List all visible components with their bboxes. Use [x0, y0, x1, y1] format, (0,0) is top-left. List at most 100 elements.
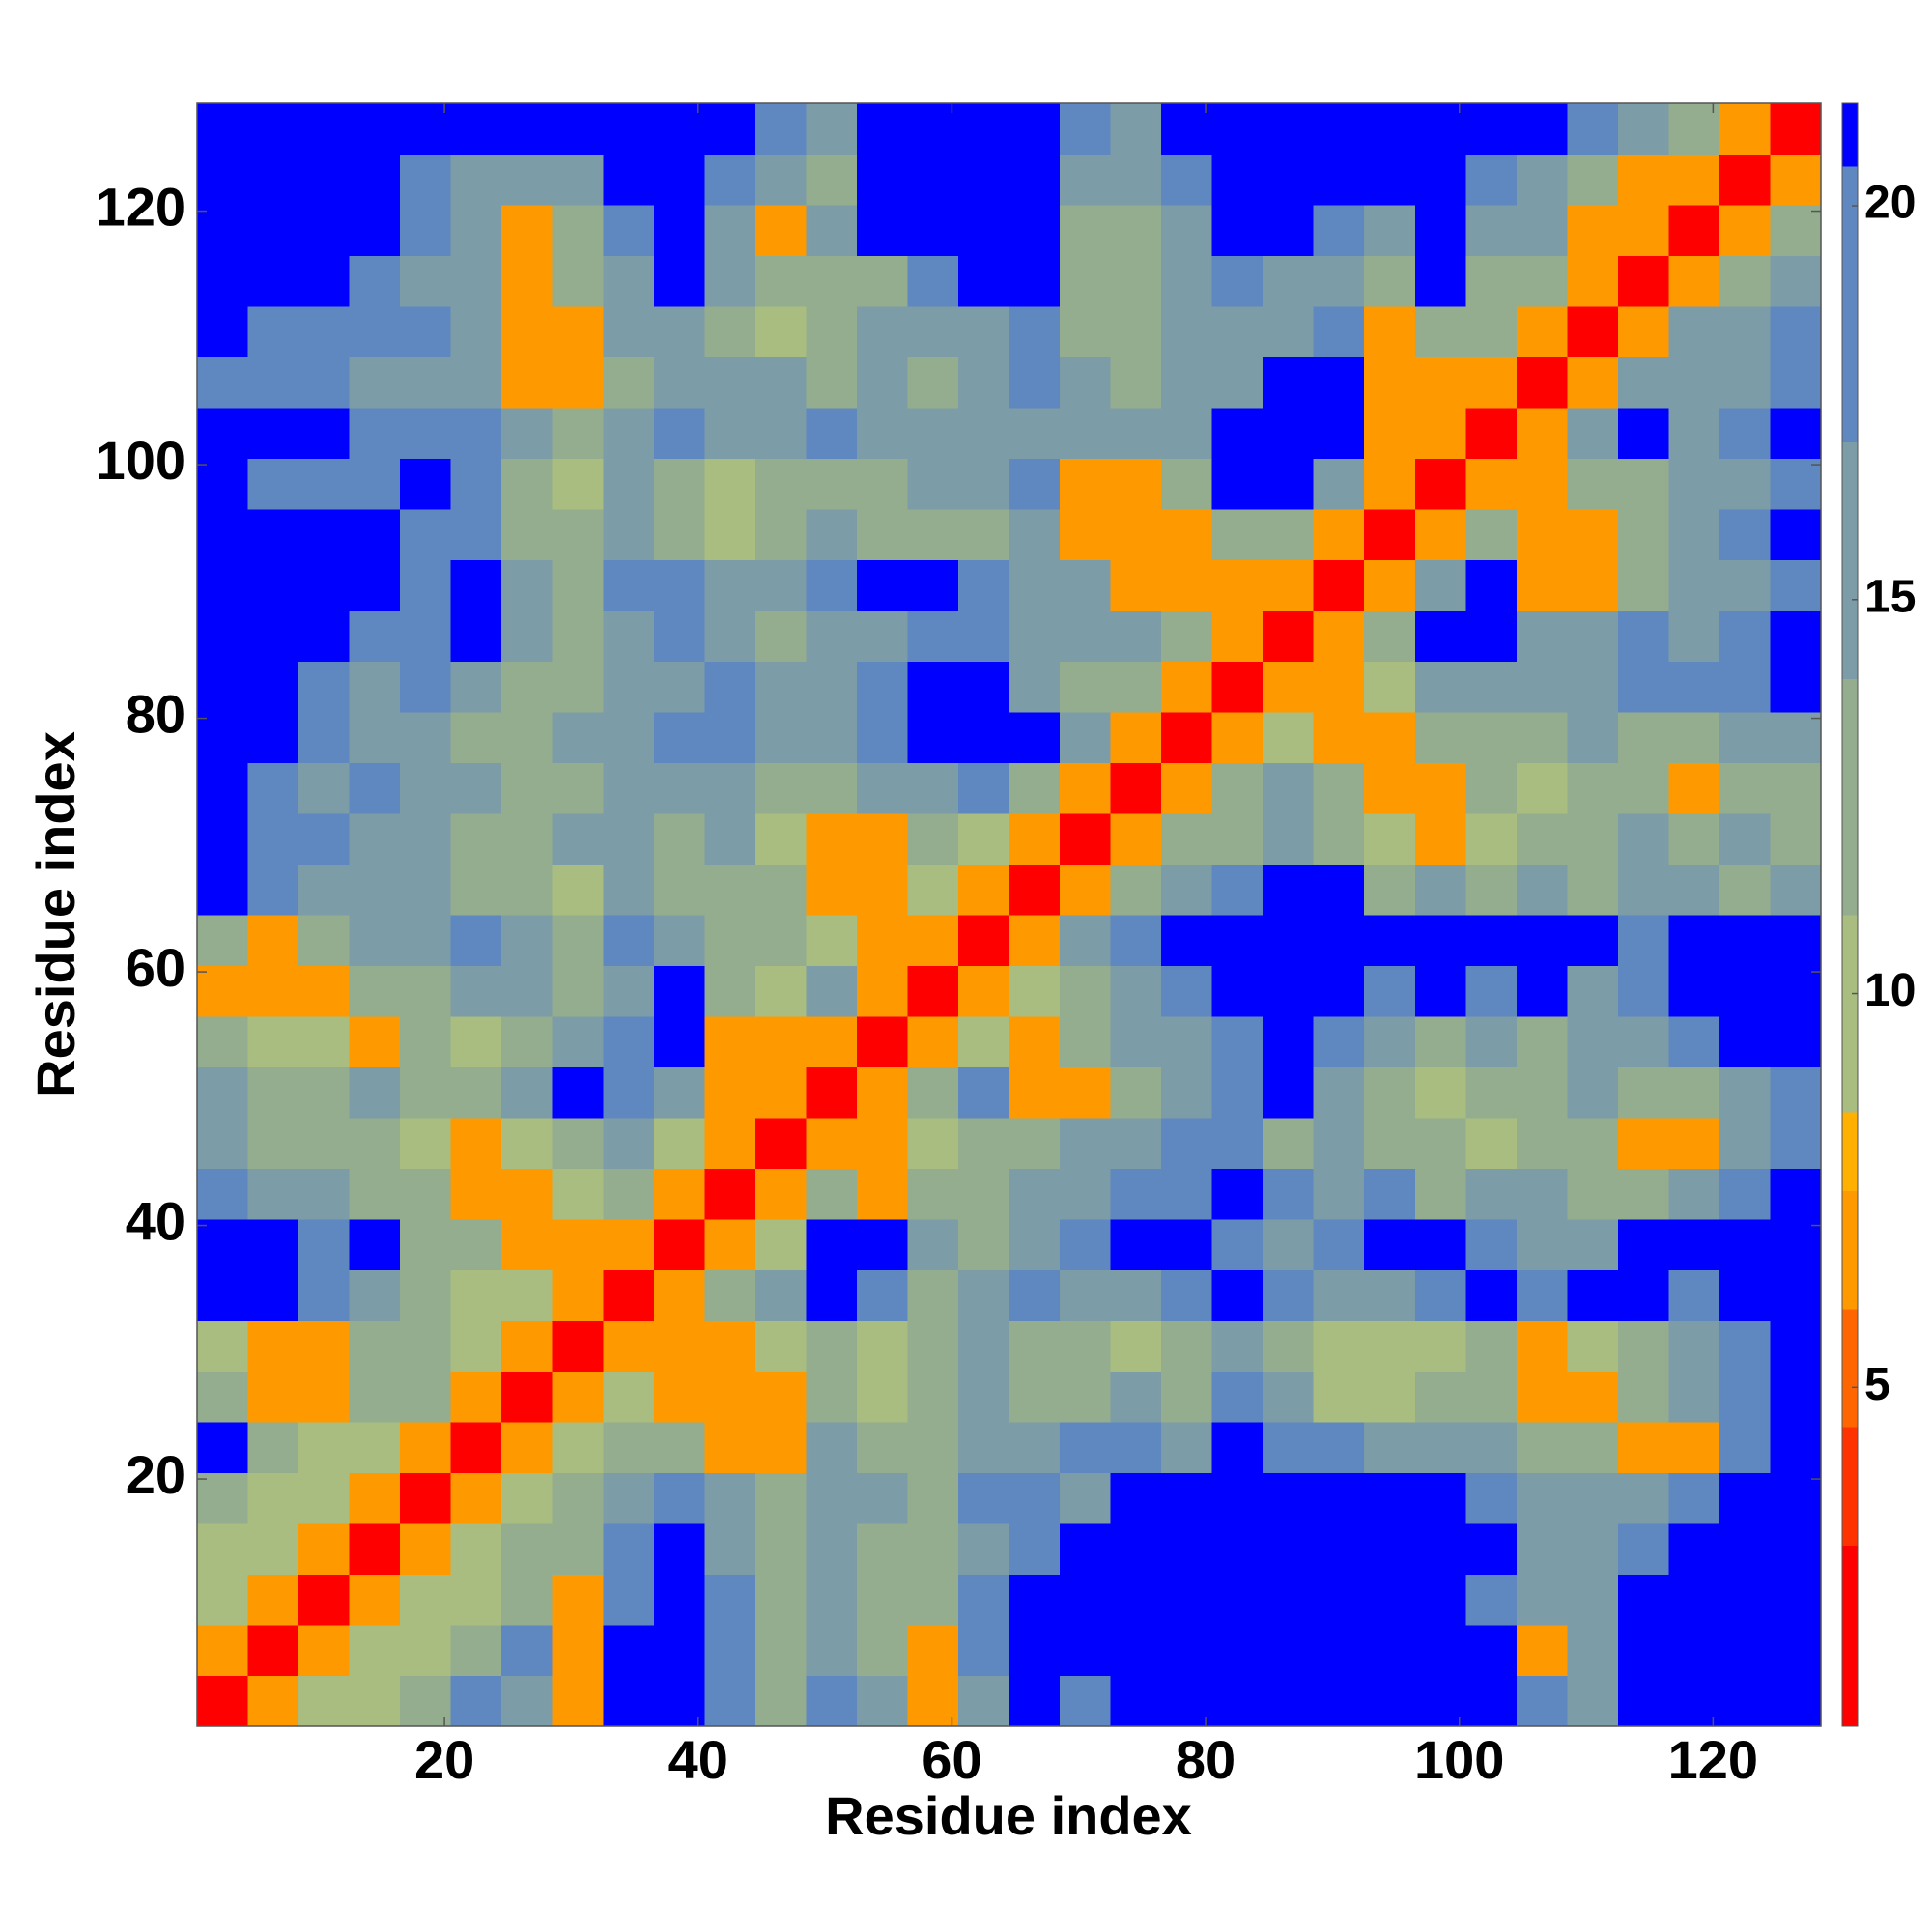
heatmap-cell — [957, 1118, 1010, 1170]
heatmap-cell — [247, 611, 299, 663]
heatmap-cell — [1770, 559, 1822, 611]
heatmap-cell — [1668, 255, 1720, 307]
heatmap-cell — [907, 1118, 959, 1170]
heatmap-cell — [450, 154, 502, 206]
heatmap-cell — [1009, 1016, 1061, 1068]
heatmap-cell — [400, 154, 452, 206]
heatmap-cell — [1414, 1269, 1466, 1321]
heatmap-cell — [603, 611, 655, 663]
heatmap-cell — [552, 813, 604, 866]
heatmap-cell — [1161, 1168, 1213, 1220]
heatmap-cell — [754, 1321, 807, 1373]
heatmap-cell — [450, 103, 502, 156]
heatmap-cell — [1009, 1168, 1061, 1220]
heatmap-cell — [1263, 611, 1315, 663]
heatmap-cell — [1110, 915, 1162, 967]
heatmap-cell — [501, 915, 554, 967]
heatmap-cell — [1668, 408, 1720, 460]
heatmap-cell — [1313, 864, 1365, 916]
heatmap-cell — [349, 762, 401, 814]
heatmap-cell — [450, 1016, 502, 1068]
heatmap-cell — [501, 1269, 554, 1321]
heatmap-cell — [603, 1321, 655, 1373]
colorbar-segment — [1842, 441, 1858, 679]
heatmap-cell — [754, 154, 807, 206]
heatmap-cell — [754, 1168, 807, 1220]
heatmap-cell — [806, 255, 858, 307]
heatmap-cell — [450, 1321, 502, 1373]
heatmap-cell — [856, 154, 909, 206]
heatmap-cell — [603, 813, 655, 866]
heatmap-cell — [450, 813, 502, 866]
heatmap-cell — [754, 1422, 807, 1474]
heatmap-cell — [1364, 154, 1416, 206]
heatmap-cell — [1516, 103, 1568, 156]
heatmap-cell — [1313, 1523, 1365, 1576]
heatmap-cell — [450, 458, 502, 510]
heatmap-cell — [1414, 1066, 1466, 1119]
heatmap-cell — [1465, 1371, 1518, 1423]
heatmap-cell — [704, 915, 756, 967]
heatmap-cell — [1263, 103, 1315, 156]
heatmap-cell — [298, 458, 351, 510]
heatmap-cell — [1465, 1269, 1518, 1321]
heatmap-cell — [1516, 509, 1568, 561]
x-tick-label: 100 — [1414, 1729, 1504, 1790]
heatmap-cell — [1060, 762, 1112, 814]
heatmap-cell — [197, 103, 249, 156]
heatmap-cell — [653, 356, 705, 409]
heatmap-cell — [1414, 965, 1466, 1017]
heatmap-cell — [907, 1016, 959, 1068]
heatmap-cell — [1567, 1371, 1619, 1423]
heatmap-cell — [603, 408, 655, 460]
heatmap-cell — [1465, 559, 1518, 611]
heatmap-cell — [349, 205, 401, 257]
heatmap-cell — [806, 154, 858, 206]
heatmap-cell — [603, 356, 655, 409]
heatmap-cell — [1110, 1371, 1162, 1423]
heatmap-cell — [197, 306, 249, 358]
heatmap-cell — [1211, 559, 1264, 611]
heatmap-cell — [1567, 356, 1619, 409]
heatmap-cell — [1668, 1675, 1720, 1727]
heatmap-cell — [653, 1016, 705, 1068]
heatmap-cell — [1567, 1523, 1619, 1576]
heatmap-cell — [1110, 306, 1162, 358]
heatmap-cell — [1110, 1472, 1162, 1524]
heatmap-cell — [603, 1219, 655, 1271]
x-tick-label: 80 — [1176, 1729, 1236, 1790]
heatmap-cell — [1719, 661, 1772, 713]
heatmap-cell — [1161, 813, 1213, 866]
heatmap-cell — [806, 408, 858, 460]
heatmap-cell — [957, 1472, 1010, 1524]
heatmap-cell — [1770, 1371, 1822, 1423]
colorbar-tick-label: 20 — [1864, 178, 1916, 229]
heatmap-cell — [1465, 1625, 1518, 1677]
heatmap-cell — [704, 559, 756, 611]
heatmap-cell — [501, 255, 554, 307]
heatmap-cell — [197, 1066, 249, 1119]
heatmap-cell — [1110, 103, 1162, 156]
heatmap-cell — [1364, 1016, 1416, 1068]
heatmap-cell — [1364, 1574, 1416, 1626]
heatmap-cell — [1770, 1168, 1822, 1220]
heatmap-cell — [1567, 965, 1619, 1017]
heatmap-cell — [298, 1422, 351, 1474]
heatmap-cell — [1516, 154, 1568, 206]
heatmap-cell — [1263, 864, 1315, 916]
heatmap-cell — [1313, 1269, 1365, 1321]
heatmap-cell — [653, 103, 705, 156]
heatmap-cell — [1110, 408, 1162, 460]
heatmap-cell — [806, 1371, 858, 1423]
heatmap-cell — [400, 1675, 452, 1727]
heatmap-cell — [1719, 762, 1772, 814]
heatmap-cell — [298, 611, 351, 663]
heatmap-cell — [1719, 1675, 1772, 1727]
heatmap-cell — [298, 205, 351, 257]
heatmap-cell — [806, 356, 858, 409]
heatmap-cell — [298, 1168, 351, 1220]
heatmap-cell — [704, 661, 756, 713]
heatmap-cell — [1516, 813, 1568, 866]
heatmap-cell — [1211, 915, 1264, 967]
heatmap-cell — [1161, 1016, 1213, 1068]
